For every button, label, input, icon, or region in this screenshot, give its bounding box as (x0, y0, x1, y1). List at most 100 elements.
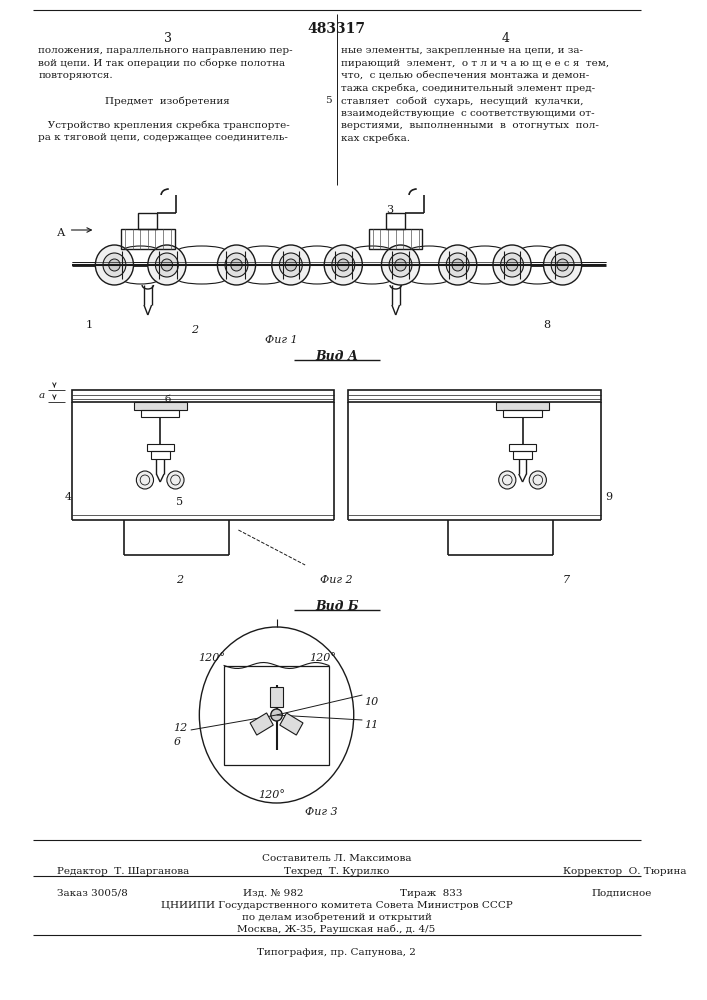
Text: 483317: 483317 (308, 22, 366, 36)
Text: 11: 11 (364, 720, 378, 730)
Circle shape (156, 253, 178, 277)
Text: Предмет  изобретения: Предмет изобретения (105, 96, 230, 105)
Circle shape (109, 259, 120, 271)
Bar (71, 390, 334, 402)
Circle shape (332, 253, 355, 277)
Circle shape (271, 709, 282, 721)
Text: Тираж  833: Тираж 833 (400, 889, 463, 898)
Polygon shape (270, 687, 284, 707)
Text: ставляет  собой  сухарь,  несущий  кулачки,: ставляет собой сухарь, несущий кулачки, (341, 96, 584, 105)
Text: а: а (39, 391, 45, 400)
Circle shape (382, 245, 419, 285)
Text: ные элементы, закрепленные на цепи, и за-: ные элементы, закрепленные на цепи, и за… (341, 46, 583, 55)
Circle shape (446, 253, 469, 277)
Text: 120°: 120° (198, 653, 226, 663)
Bar (496, 402, 549, 410)
Text: 12: 12 (173, 723, 188, 733)
Text: б: б (165, 395, 171, 404)
Text: положения, параллельного направлению пер-: положения, параллельного направлению пер… (38, 46, 293, 55)
Circle shape (389, 253, 412, 277)
Circle shape (544, 245, 582, 285)
Text: 3: 3 (386, 205, 393, 215)
Circle shape (506, 259, 518, 271)
Circle shape (285, 259, 296, 271)
Bar (134, 402, 187, 410)
Text: 9: 9 (605, 492, 613, 502)
Text: по делам изобретений и открытий: по делам изобретений и открытий (242, 913, 431, 922)
Text: Вид А: Вид А (315, 350, 358, 363)
Circle shape (225, 253, 248, 277)
Bar (151, 451, 170, 459)
Text: Редактор  Т. Шарганова: Редактор Т. Шарганова (57, 867, 189, 876)
Circle shape (530, 471, 547, 489)
Bar (139, 213, 158, 229)
Text: тажа скребка, соединительный элемент пред-: тажа скребка, соединительный элемент пре… (341, 84, 595, 93)
Circle shape (230, 259, 243, 271)
Text: Изд. № 982: Изд. № 982 (243, 889, 304, 898)
Text: повторяются.: повторяются. (38, 71, 113, 80)
Text: ра к тяговой цепи, содержащее соединитель-: ра к тяговой цепи, содержащее соединител… (38, 133, 288, 142)
Text: вой цепи. И так операции по сборке полотна: вой цепи. И так операции по сборке полот… (38, 58, 285, 68)
Text: что,  с целью обеспечения монтажа и демон-: что, с целью обеспечения монтажа и демон… (341, 71, 590, 80)
Text: 5: 5 (177, 497, 184, 507)
Circle shape (501, 253, 523, 277)
Text: Техред  Т. Курилко: Техред Т. Курилко (284, 867, 390, 876)
Circle shape (493, 245, 531, 285)
Text: 1: 1 (86, 320, 93, 330)
Text: 4: 4 (501, 32, 509, 45)
Circle shape (218, 245, 255, 285)
Text: Вид Б: Вид Б (315, 600, 358, 613)
Circle shape (325, 245, 363, 285)
Circle shape (148, 245, 186, 285)
Circle shape (279, 253, 303, 277)
Circle shape (167, 471, 184, 489)
Circle shape (95, 245, 134, 285)
Text: 3: 3 (164, 32, 172, 45)
Text: Устройство крепления скребка транспорте-: Устройство крепления скребка транспорте- (38, 121, 290, 130)
Circle shape (271, 245, 310, 285)
Text: ЦНИИПИ Государственного комитета Совета Министров СССР: ЦНИИПИ Государственного комитета Совета … (160, 901, 513, 910)
Text: 2: 2 (191, 325, 198, 335)
Text: 10: 10 (364, 697, 378, 707)
Circle shape (337, 259, 349, 271)
Bar (121, 229, 175, 249)
Text: 4: 4 (65, 492, 72, 502)
Polygon shape (280, 713, 303, 735)
Text: Фиг 3: Фиг 3 (305, 807, 338, 817)
Circle shape (551, 253, 574, 277)
Text: 2: 2 (177, 575, 184, 585)
Text: 6: 6 (173, 737, 181, 747)
Bar (141, 410, 180, 417)
Text: 7: 7 (563, 575, 570, 585)
Text: Типография, пр. Сапунова, 2: Типография, пр. Сапунова, 2 (257, 948, 416, 957)
Bar (369, 229, 422, 249)
Bar (503, 410, 542, 417)
Circle shape (136, 471, 153, 489)
Text: Заказ 3005/8: Заказ 3005/8 (57, 889, 128, 898)
Text: Фиг 2: Фиг 2 (320, 575, 353, 585)
Text: А: А (57, 228, 65, 238)
Text: Составитель Л. Максимова: Составитель Л. Максимова (262, 854, 411, 863)
Circle shape (557, 259, 568, 271)
Circle shape (438, 245, 477, 285)
Text: 120°: 120° (258, 790, 285, 800)
Text: Москва, Ж-35, Раушская наб., д. 4/5: Москва, Ж-35, Раушская наб., д. 4/5 (238, 925, 436, 934)
Text: 5: 5 (325, 96, 332, 105)
Circle shape (498, 471, 516, 489)
Text: пирающий  элемент,  о т л и ч а ю щ е е с я  тем,: пирающий элемент, о т л и ч а ю щ е е с … (341, 58, 609, 68)
Polygon shape (250, 713, 274, 735)
Circle shape (395, 259, 407, 271)
Text: взаимодействующие  с соответствующими от-: взаимодействующие с соответствующими от- (341, 108, 595, 117)
Text: ках скребка.: ках скребка. (341, 133, 410, 143)
Circle shape (452, 259, 463, 271)
Text: Фиг 1: Фиг 1 (265, 335, 298, 345)
Bar (147, 444, 173, 451)
Circle shape (161, 259, 173, 271)
Bar (509, 444, 536, 451)
Bar (224, 666, 329, 764)
Circle shape (103, 253, 126, 277)
Bar (348, 390, 601, 402)
Bar (386, 213, 405, 229)
Text: Корректор  О. Тюрина: Корректор О. Тюрина (563, 867, 686, 876)
Text: 8: 8 (544, 320, 551, 330)
